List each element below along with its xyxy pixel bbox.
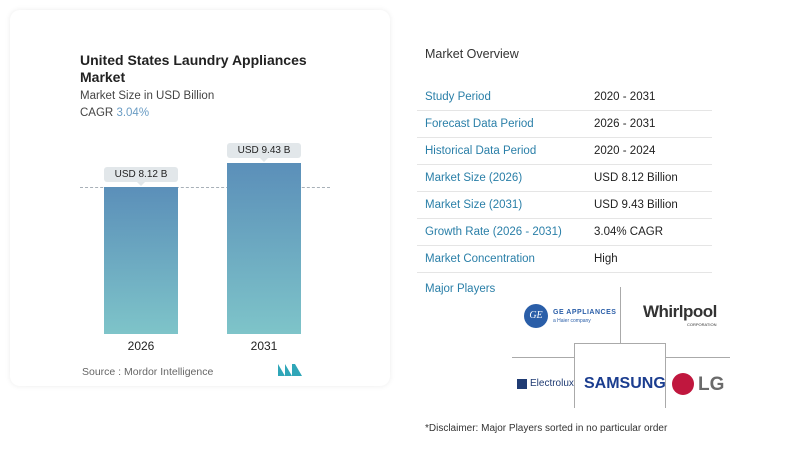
overview-row: Market Size (2031) USD 9.43 Billion — [417, 192, 712, 219]
ge-logo-sub: a Haier company — [553, 318, 591, 324]
whirlpool-logo-sub: CORPORATION — [687, 322, 717, 327]
cagr-value: 3.04% — [116, 107, 150, 119]
chart-title: United States Laundry Appliances Market — [80, 52, 307, 85]
row-value: USD 9.43 Billion — [594, 199, 678, 211]
disclaimer: *Disclaimer: Major Players sorted in no … — [425, 423, 668, 434]
electrolux-logo-icon — [517, 379, 527, 389]
row-label: Market Size (2031) — [425, 199, 523, 211]
electrolux-logo: Electrolux — [530, 378, 574, 389]
data-label: USD 9.43 B — [227, 143, 301, 163]
row-label: Growth Rate (2026 - 2031) — [425, 226, 562, 238]
row-value: 2020 - 2024 — [594, 145, 656, 157]
cagr: CAGR 3.04% — [80, 107, 149, 119]
overview-row: Historical Data Period 2020 - 2024 — [417, 138, 712, 165]
overview-row: Forecast Data Period 2026 - 2031 — [417, 111, 712, 138]
major-players-title: Major Players — [425, 283, 496, 295]
bar-2026 — [104, 187, 178, 334]
divider — [620, 287, 621, 343]
ge-logo-icon: GE — [524, 304, 548, 328]
row-label: Study Period — [425, 91, 491, 103]
bar-2031 — [227, 163, 301, 334]
chart-card — [10, 10, 390, 386]
row-value: 2020 - 2031 — [594, 91, 656, 103]
row-value: 3.04% CAGR — [594, 226, 664, 238]
lg-logo: LG — [698, 374, 725, 395]
ge-logo-text: GE APPLIANCES — [553, 309, 617, 316]
x-tick-label: 2026 — [127, 339, 155, 353]
row-value: 2026 - 2031 — [594, 118, 656, 130]
lg-logo-icon — [672, 373, 694, 395]
whirlpool-logo: Whirlpool — [643, 302, 717, 321]
overview-row: Study Period 2020 - 2031 — [417, 84, 712, 111]
row-value: High — [594, 253, 618, 265]
row-label: Market Size (2026) — [425, 172, 523, 184]
data-label: USD 8.12 B — [104, 167, 178, 187]
chart-subtitle: Market Size in USD Billion — [80, 90, 215, 102]
reference-line — [80, 187, 330, 189]
mordor-logo-icon — [278, 364, 302, 376]
row-label: Forecast Data Period — [425, 118, 534, 130]
source-text: Source : Mordor Intelligence — [82, 366, 214, 378]
samsung-logo: SAMSUNG — [584, 375, 666, 392]
row-label: Market Concentration — [425, 253, 535, 265]
overview-row: Growth Rate (2026 - 2031) 3.04% CAGR — [417, 219, 712, 246]
row-label: Historical Data Period — [425, 145, 537, 157]
divider — [665, 357, 730, 358]
logo-box — [574, 343, 666, 408]
overview-title: Market Overview — [425, 47, 519, 61]
overview-row: Market Concentration High — [417, 246, 712, 273]
x-tick-label: 2031 — [250, 339, 278, 353]
overview-row: Market Size (2026) USD 8.12 Billion — [417, 165, 712, 192]
cagr-label: CAGR — [80, 107, 114, 119]
row-value: USD 8.12 Billion — [594, 172, 678, 184]
divider — [512, 357, 574, 358]
